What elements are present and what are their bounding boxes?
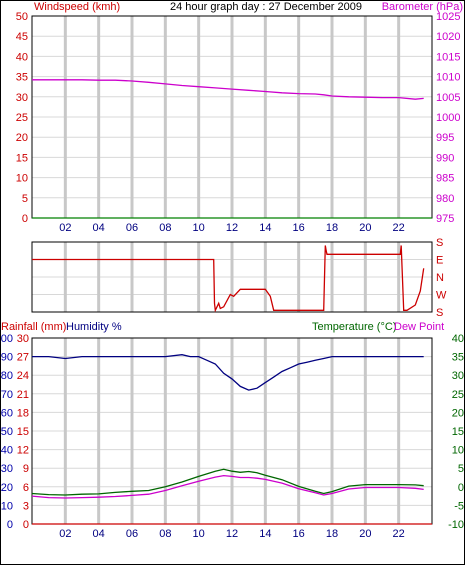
windspeed-tick: 0 bbox=[22, 213, 28, 225]
direction-tick: W bbox=[436, 290, 447, 302]
rainfall-tick: 0 bbox=[23, 519, 29, 531]
temperature-tick: -10 bbox=[448, 519, 464, 531]
dir-plot-frame bbox=[31, 241, 433, 313]
humidity-line bbox=[32, 354, 424, 391]
temperature-tick: 25 bbox=[452, 389, 464, 401]
humidity-tick: 80 bbox=[1, 370, 13, 382]
chart-title: 24 hour graph day : 27 December 2009 bbox=[170, 1, 362, 13]
barometer-tick: 990 bbox=[436, 152, 454, 164]
bottom-x-tick: 12 bbox=[226, 528, 238, 540]
humidity-tick: 0 bbox=[7, 519, 13, 531]
rainfall-tick: 30 bbox=[17, 333, 29, 345]
dewpoint-axis-title: Dew Point bbox=[394, 321, 444, 333]
temperature-tick: -5 bbox=[454, 500, 464, 512]
bottom-x-tick: 18 bbox=[326, 528, 338, 540]
bottom-x-tick: 04 bbox=[93, 528, 105, 540]
windspeed-tick: 20 bbox=[16, 132, 28, 144]
barometer-tick: 1015 bbox=[436, 51, 460, 63]
top-x-tick: 22 bbox=[393, 222, 405, 234]
barometer-line bbox=[32, 79, 424, 100]
temperature-tick: 0 bbox=[458, 482, 464, 494]
rainfall-tick: 18 bbox=[17, 407, 29, 419]
barometer-tick: 980 bbox=[436, 193, 454, 205]
rainfall-tick: 9 bbox=[23, 463, 29, 475]
temperature-tick: 15 bbox=[452, 426, 464, 438]
barometer-tick: 1005 bbox=[436, 92, 460, 104]
barometer-axis-title: Barometer (hPa) bbox=[382, 1, 463, 13]
bottom-x-tick: 20 bbox=[359, 528, 371, 540]
temperature-axis-title: Temperature (°C) bbox=[312, 321, 396, 333]
windspeed-tick: 45 bbox=[16, 31, 28, 43]
wind-direction-line bbox=[32, 245, 425, 313]
top-x-tick: 04 bbox=[93, 222, 105, 234]
windspeed-tick: 10 bbox=[16, 173, 28, 185]
humidity-tick: 40 bbox=[1, 445, 13, 457]
bottom-x-tick: 02 bbox=[59, 528, 71, 540]
temperature-tick: 40 bbox=[452, 333, 464, 345]
humidity-axis-title: Humidity % bbox=[66, 321, 122, 333]
barometer-tick: 975 bbox=[436, 213, 454, 225]
humidity-tick: 60 bbox=[1, 407, 13, 419]
windspeed-tick: 35 bbox=[16, 72, 28, 84]
bottom-x-tick: 14 bbox=[259, 528, 271, 540]
rainfall-tick: 12 bbox=[17, 445, 29, 457]
rainfall-tick: 27 bbox=[17, 352, 29, 364]
top-x-tick: 06 bbox=[126, 222, 138, 234]
barometer-tick: 985 bbox=[436, 173, 454, 185]
direction-tick: S bbox=[436, 237, 443, 249]
barometer-tick: 1020 bbox=[436, 31, 460, 43]
humidity-tick: 20 bbox=[1, 482, 13, 494]
direction-tick: N bbox=[436, 272, 444, 284]
rainfall-axis-title: Rainfall (mm) bbox=[1, 321, 66, 333]
rain-humidity-temperature-panel: 0102030405060708090100036912151821242730… bbox=[0, 333, 464, 540]
windspeed-tick: 15 bbox=[16, 152, 28, 164]
humidity-tick: 10 bbox=[1, 500, 13, 512]
top-x-tick: 18 bbox=[326, 222, 338, 234]
rainfall-tick: 3 bbox=[23, 500, 29, 512]
rainfall-tick: 24 bbox=[17, 370, 29, 382]
windspeed-tick: 30 bbox=[16, 92, 28, 104]
humidity-tick: 100 bbox=[0, 333, 13, 345]
bottom-x-tick: 08 bbox=[159, 528, 171, 540]
top-x-tick: 20 bbox=[359, 222, 371, 234]
bottom-x-tick: 16 bbox=[293, 528, 305, 540]
bottom-x-tick: 06 bbox=[126, 528, 138, 540]
temperature-tick: 10 bbox=[452, 445, 464, 457]
top-x-tick: 16 bbox=[293, 222, 305, 234]
top-x-tick: 08 bbox=[159, 222, 171, 234]
temperature-tick: 30 bbox=[452, 370, 464, 382]
barometer-tick: 995 bbox=[436, 132, 454, 144]
rainfall-tick: 15 bbox=[17, 426, 29, 438]
wind-barometer-panel: 0510152025303540455097598098599099510001… bbox=[16, 11, 461, 234]
direction-tick: S bbox=[436, 307, 443, 319]
top-x-tick: 02 bbox=[59, 222, 71, 234]
rainfall-tick: 6 bbox=[23, 482, 29, 494]
windspeed-tick: 5 bbox=[22, 193, 28, 205]
humidity-tick: 70 bbox=[1, 389, 13, 401]
dewpoint-line bbox=[31, 474, 424, 499]
barometer-tick: 1010 bbox=[436, 72, 460, 84]
temperature-tick: 20 bbox=[452, 407, 464, 419]
barometer-tick: 1025 bbox=[436, 11, 460, 23]
windspeed-tick: 50 bbox=[16, 11, 28, 23]
top-x-tick: 12 bbox=[226, 222, 238, 234]
top-x-tick: 14 bbox=[259, 222, 271, 234]
direction-tick: E bbox=[436, 255, 443, 267]
bottom-x-tick: 22 bbox=[393, 528, 405, 540]
windspeed-tick: 40 bbox=[16, 51, 28, 63]
windspeed-tick: 25 bbox=[16, 112, 28, 124]
humidity-tick: 90 bbox=[1, 352, 13, 364]
barometer-tick: 1000 bbox=[436, 112, 460, 124]
temperature-line bbox=[31, 468, 424, 496]
temperature-tick: 5 bbox=[458, 463, 464, 475]
windspeed-axis-title: Windspeed (kmh) bbox=[34, 1, 120, 13]
humidity-tick: 50 bbox=[1, 426, 13, 438]
top-x-tick: 10 bbox=[193, 222, 205, 234]
temperature-tick: 35 bbox=[452, 352, 464, 364]
humidity-tick: 30 bbox=[1, 463, 13, 475]
bottom-x-tick: 10 bbox=[193, 528, 205, 540]
rainfall-tick: 21 bbox=[17, 389, 29, 401]
